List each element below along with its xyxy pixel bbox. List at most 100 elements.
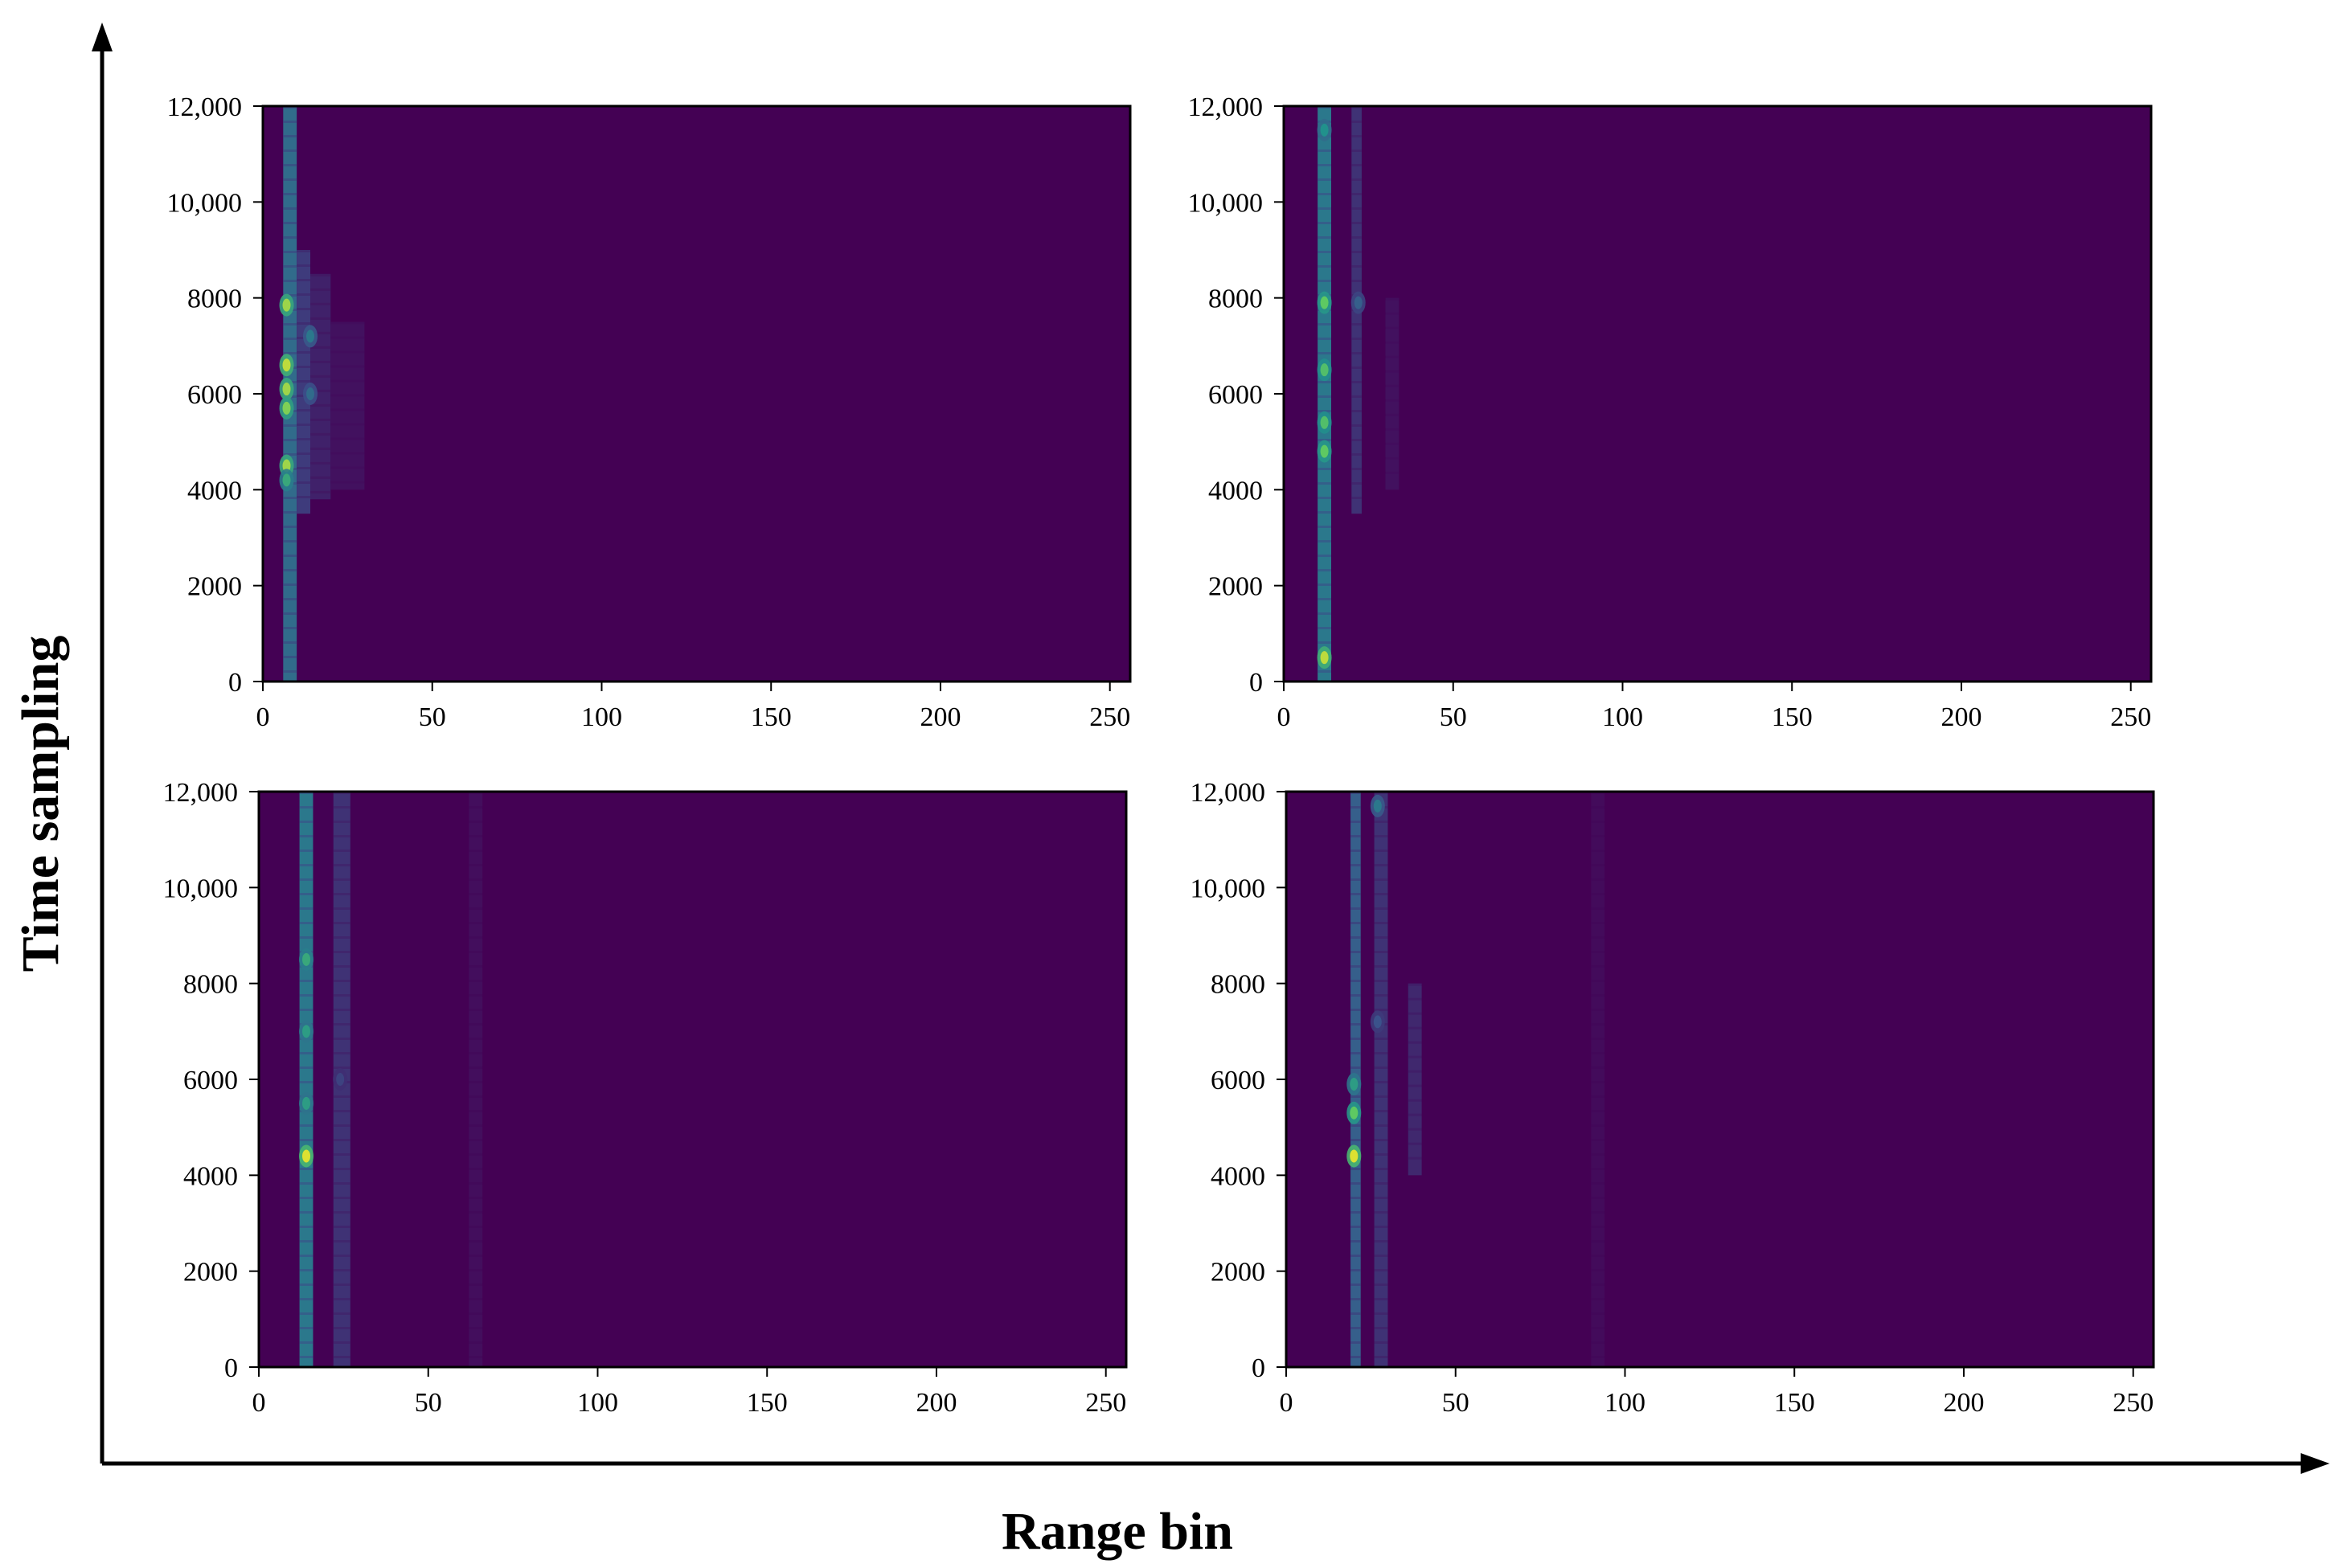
heatmap-band-stripe	[333, 893, 350, 895]
heatmap-band-stripe	[299, 1066, 314, 1069]
heatmap-band-stripe	[297, 496, 311, 498]
heatmap-band-stripe	[297, 380, 311, 383]
heatmap-band-stripe	[1350, 922, 1361, 924]
heatmap-band-stripe	[1591, 1283, 1605, 1286]
heatmap-band-stripe	[283, 612, 297, 615]
heatmap-band-stripe	[299, 1124, 314, 1127]
y-tick-label: 4000	[183, 1161, 238, 1191]
heatmap-band-stripe	[1351, 395, 1362, 398]
heatmap-band-stripe	[1350, 850, 1361, 852]
heatmap-band-stripe	[1350, 806, 1361, 809]
heatmap-band-stripe	[1591, 1341, 1605, 1344]
x-tick-label: 50	[1442, 1388, 1469, 1418]
heatmap-band-stripe	[1318, 265, 1332, 268]
heatmap-band-stripe	[1374, 1009, 1388, 1011]
heatmap-band-stripe	[330, 365, 365, 368]
heatmap-band-stripe	[299, 835, 314, 837]
heatmap-band-stripe	[1374, 1211, 1388, 1214]
heatmap-band-stripe	[1591, 1052, 1605, 1054]
heatmap-band-stripe	[469, 1095, 483, 1098]
x-tick-label: 100	[1604, 1388, 1645, 1418]
heatmap-band-stripe	[297, 438, 311, 440]
heatmap-band-stripe	[469, 1023, 483, 1026]
heatmap-band-stripe	[283, 670, 297, 673]
heatmap-band-stripe	[1374, 1269, 1388, 1271]
heatmap-band-stripe	[469, 1197, 483, 1199]
heatmap-band	[299, 792, 314, 1367]
heatmap-band-stripe	[469, 1081, 483, 1083]
heatmap-band-stripe	[1351, 482, 1362, 485]
heatmap-band-stripe	[1351, 424, 1362, 427]
heatmap-band-stripe	[1318, 178, 1332, 181]
heatmap-band-stripe	[1350, 1023, 1361, 1026]
heatmap-band-stripe	[1374, 1052, 1388, 1054]
heatmap-background	[1284, 106, 2151, 682]
heatmap-band-stripe	[310, 288, 331, 291]
heatmap-band-stripe	[1591, 922, 1605, 924]
heatmap-band-stripe	[469, 1283, 483, 1286]
heatmap-band-stripe	[1351, 352, 1362, 354]
heatmap-band-stripe	[1591, 893, 1605, 895]
heatmap-band-stripe	[299, 1182, 314, 1185]
heatmap-band-stripe	[1408, 1113, 1422, 1116]
heatmap-band-stripe	[333, 864, 350, 866]
heatmap-band-stripe	[469, 1168, 483, 1170]
heatmap-band-stripe	[1351, 453, 1362, 456]
heatmap-band-stripe	[310, 490, 331, 493]
heatmap-band-stripe	[1374, 864, 1388, 866]
heatmap-band-stripe	[1374, 951, 1388, 953]
heatmap-hotspot	[302, 1096, 311, 1110]
heatmap-band-stripe	[469, 994, 483, 997]
heatmap-band-stripe	[1408, 997, 1422, 1001]
heatmap-band-stripe	[469, 893, 483, 895]
heatmap-band-stripe	[1591, 1110, 1605, 1112]
heatmap-band-stripe	[283, 569, 297, 571]
heatmap-band-stripe	[299, 1211, 314, 1214]
heatmap-band-stripe	[1374, 1168, 1388, 1170]
y-tick-label: 0	[228, 668, 242, 698]
heatmap-band-stripe	[310, 331, 331, 334]
heatmap-band-stripe	[1318, 352, 1332, 354]
heatmap-band-stripe	[1318, 468, 1332, 470]
heatmap-hotspot	[1350, 1149, 1359, 1163]
heatmap-band-stripe	[1591, 1081, 1605, 1083]
heatmap-band-stripe	[1318, 164, 1332, 166]
heatmap-band-stripe	[1408, 1157, 1422, 1160]
y-tick-label: 4000	[1208, 476, 1263, 506]
heatmap-band-stripe	[1374, 1341, 1388, 1344]
heatmap-band-stripe	[1350, 1240, 1361, 1243]
heatmap-band-stripe	[469, 907, 483, 910]
heatmap-band-stripe	[283, 526, 297, 528]
heatmap-band-stripe	[283, 352, 297, 354]
heatmap-band-stripe	[469, 1255, 483, 1257]
x-tick-label: 250	[1089, 702, 1130, 732]
heatmap-band-stripe	[330, 408, 365, 411]
heatmap-band-stripe	[1350, 1269, 1361, 1271]
heatmap-band-stripe	[1591, 1197, 1605, 1199]
heatmap-band-stripe	[330, 394, 365, 397]
heatmap-band-stripe	[1318, 627, 1332, 629]
heatmap-band-stripe	[297, 308, 311, 310]
heatmap-band-stripe	[1591, 1312, 1605, 1315]
heatmap-band-stripe	[469, 1110, 483, 1112]
heatmap-band-stripe	[1350, 1283, 1361, 1286]
heatmap-band-stripe	[1318, 526, 1332, 528]
heatmap-band-stripe	[469, 936, 483, 939]
x-tick-label: 150	[1772, 702, 1813, 732]
heatmap-band-stripe	[1374, 965, 1388, 968]
x-tick-label: 200	[916, 1388, 957, 1418]
heatmap-band-stripe	[1374, 994, 1388, 997]
heatmap-band-stripe	[1591, 1124, 1605, 1127]
heatmap-band-stripe	[1350, 1009, 1361, 1011]
heatmap-band	[1408, 983, 1422, 1176]
heatmap-band-stripe	[297, 366, 311, 368]
heatmap-band-stripe	[1374, 1153, 1388, 1156]
heatmap-band-stripe	[333, 1009, 350, 1011]
heatmap-band-stripe	[1318, 555, 1332, 557]
heatmap-cells	[1286, 792, 2154, 1367]
heatmap-band-stripe	[333, 1066, 350, 1069]
heatmap-band-stripe	[283, 207, 297, 210]
heatmap-band-stripe	[1591, 1240, 1605, 1243]
heatmap-band-stripe	[299, 893, 314, 895]
heatmap-hotspot	[336, 1073, 345, 1086]
